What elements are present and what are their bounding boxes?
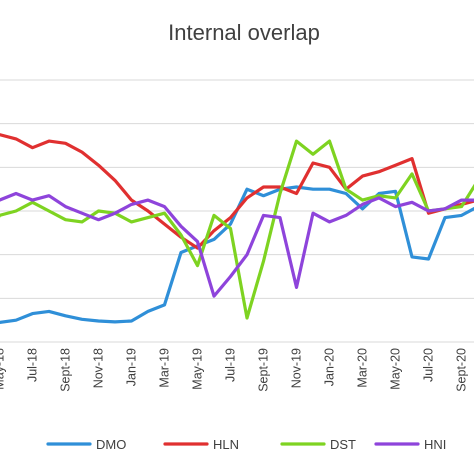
x-tick-label: Jul-20 [422,348,436,382]
x-tick-label: Jul-19 [224,348,238,382]
chart-title: Internal overlap [168,20,320,45]
legend: DMO HLN DST HNI [46,437,446,452]
x-tick-label: Jan-19 [125,348,139,386]
x-tick-label: Jul-18 [26,348,40,382]
x-tick-label: Nov-18 [92,348,106,388]
legend-label-hln: HLN [213,437,239,452]
series-line-dst [0,139,474,320]
series-line-hln [0,133,474,250]
legend-label-dmo: DMO [96,437,126,452]
x-tick-label: May-20 [389,348,403,390]
x-tick-label: Sept-20 [455,348,469,392]
x-tick-label: Nov-19 [290,348,304,388]
series-line-hni [0,191,474,298]
x-tick-label: Mar-19 [158,348,172,388]
x-tick-label: Mar-20 [356,348,370,388]
x-tick-label: May-19 [191,348,205,390]
series-line-dmo [0,185,474,324]
plot-area [0,133,474,324]
legend-label-dst: DST [330,437,356,452]
x-tick-label: Jan-20 [323,348,337,386]
x-tick-label: Sept-19 [257,348,271,392]
x-axis-tick-labels: May-18 Jul-18 Sept-18 Nov-18 Jan-19 Mar-19 May… [0,348,469,392]
legend-label-hni: HNI [424,437,446,452]
x-tick-label: Sept-18 [59,348,73,392]
x-tick-label: May-18 [0,348,7,390]
